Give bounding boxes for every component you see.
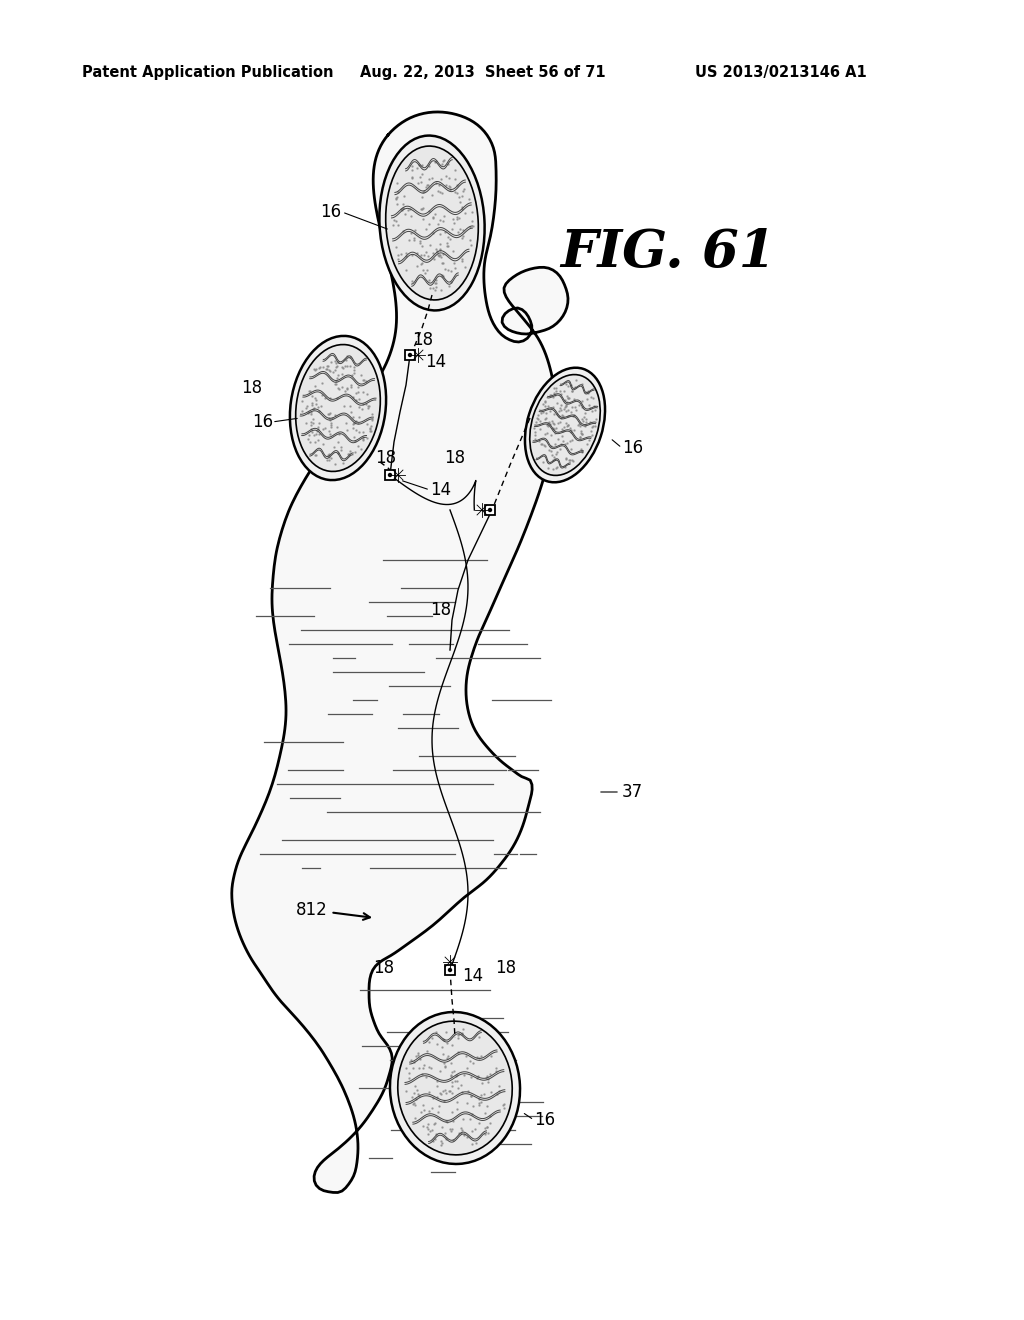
Text: 18: 18 [495, 960, 516, 977]
Text: 18: 18 [430, 601, 452, 619]
Bar [485, 506, 495, 515]
Ellipse shape [390, 1012, 520, 1164]
Circle shape [409, 354, 412, 356]
Ellipse shape [290, 335, 386, 480]
Text: 16: 16 [319, 203, 341, 220]
Ellipse shape [379, 136, 484, 310]
Ellipse shape [529, 375, 600, 475]
Circle shape [449, 969, 452, 972]
Ellipse shape [397, 1022, 512, 1155]
Polygon shape [231, 112, 568, 1192]
Text: FIG. 61: FIG. 61 [560, 227, 775, 277]
Text: 18: 18 [444, 449, 465, 467]
Text: 16: 16 [252, 413, 273, 432]
Text: 14: 14 [425, 352, 446, 371]
Ellipse shape [525, 368, 605, 482]
Circle shape [388, 474, 391, 477]
Text: 16: 16 [534, 1111, 555, 1129]
Ellipse shape [296, 345, 380, 471]
Bar [406, 350, 415, 360]
Text: 37: 37 [622, 783, 643, 801]
Text: 18: 18 [241, 379, 262, 397]
Text: 18: 18 [375, 449, 396, 467]
Bar [445, 965, 455, 975]
Text: 18: 18 [412, 331, 433, 348]
Ellipse shape [386, 147, 478, 300]
Bar [385, 470, 395, 480]
Text: Aug. 22, 2013  Sheet 56 of 71: Aug. 22, 2013 Sheet 56 of 71 [360, 65, 605, 79]
Text: Patent Application Publication: Patent Application Publication [82, 65, 334, 79]
Text: 16: 16 [622, 440, 643, 457]
Text: 14: 14 [430, 480, 452, 499]
Text: 14: 14 [462, 968, 483, 985]
Text: 812: 812 [296, 902, 370, 920]
Text: 18: 18 [373, 960, 394, 977]
Circle shape [488, 508, 492, 511]
Text: US 2013/0213146 A1: US 2013/0213146 A1 [695, 65, 866, 79]
